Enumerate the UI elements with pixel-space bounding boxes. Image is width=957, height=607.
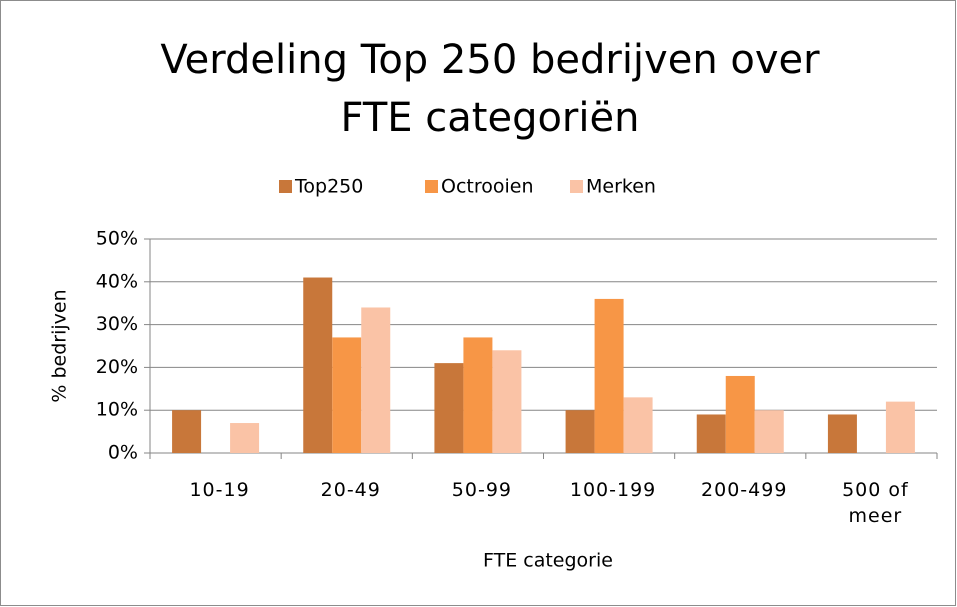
bar (303, 277, 333, 453)
legend-swatch (425, 180, 438, 193)
bar (827, 414, 857, 453)
legend-label: Octrooien (441, 176, 534, 198)
bar (725, 375, 755, 453)
chart-title: FTE categoriën (341, 95, 640, 141)
bar (623, 397, 653, 453)
y-tick-label: 0% (108, 442, 138, 464)
x-tick-label: 20-49 (320, 479, 381, 501)
x-tick-label: 500 of meer (842, 479, 909, 527)
bar (754, 410, 784, 453)
y-tick-label: 20% (96, 356, 138, 378)
legend-swatch (570, 180, 583, 193)
bar (434, 363, 464, 453)
bar (885, 401, 915, 453)
bar (565, 410, 595, 453)
y-axis-label: % bedrijven (49, 289, 71, 402)
bar (463, 337, 493, 453)
bar (492, 350, 522, 453)
chart-title: Verdeling Top 250 bedrijven over (160, 37, 820, 83)
x-tick-label: 50-99 (451, 479, 513, 501)
bar (361, 307, 391, 453)
y-tick-label: 10% (96, 399, 138, 421)
bar (172, 410, 202, 453)
x-tick-label: 100-199 (569, 479, 657, 501)
bar (594, 298, 624, 453)
bar (230, 423, 260, 453)
bar (332, 337, 362, 453)
x-axis-label: FTE categorie (483, 550, 613, 572)
x-tick-label: 10-19 (189, 479, 250, 501)
y-tick-label: 30% (96, 313, 138, 335)
legend-label: Top250 (294, 176, 363, 198)
y-tick-label: 40% (96, 270, 138, 292)
x-tick-label: 200-499 (701, 479, 788, 501)
legend-label: Merken (586, 176, 656, 198)
y-tick-label: 50% (96, 228, 138, 250)
legend-swatch (279, 180, 292, 193)
bar (696, 414, 726, 453)
